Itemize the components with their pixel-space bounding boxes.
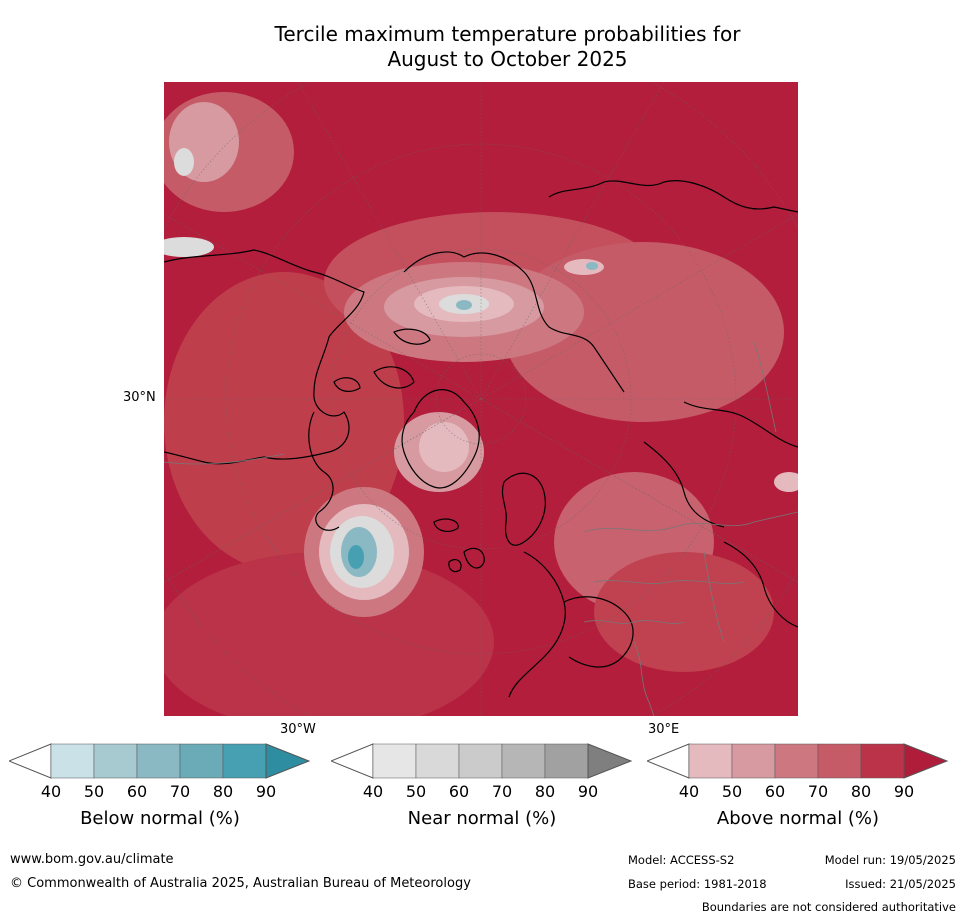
base-period-text: Base period: 1981-2018 [628,877,767,891]
tick-label: 40 [678,782,700,801]
cb2-seg [458,743,503,779]
copyright-text: © Commonwealth of Australia 2025, Austra… [10,876,471,891]
cb1-seg [50,743,95,779]
cb2-seg [372,743,417,779]
cb1-low-arrow [9,743,52,779]
zone-above-70-se [594,552,774,672]
zone-above-40-asia [564,259,604,275]
colorbar-near-title: Near normal (%) [407,808,557,829]
issued-text: Issued: 21/05/2025 [845,877,956,891]
cb2-low-arrow [331,743,374,779]
tick-label: 50 [405,782,427,801]
cb3-seg [731,743,776,779]
colorbar-near-normal [331,742,633,780]
tick-label: 60 [126,782,148,801]
country-borders [164,341,798,716]
cb3-seg [860,743,905,779]
cb1-seg [179,743,224,779]
cb2-seg [501,743,546,779]
colorbar-above-normal [647,742,949,780]
cb2-high-arrow [587,743,633,779]
zone-near-west [164,237,214,257]
lon-label-30e: 30°E [648,722,680,737]
title-line-2: August to October 2025 [387,47,628,71]
tick-label: 60 [764,782,786,801]
tick-label: 90 [255,782,277,801]
tick-label: 50 [83,782,105,801]
zone-above-80-sw [164,552,494,716]
cb3-low-arrow [647,743,690,779]
tick-label: 70 [491,782,513,801]
tick-label: 70 [169,782,191,801]
colorbar-below-title: Below normal (%) [80,808,240,829]
probability-map [164,82,798,716]
tick-label: 80 [534,782,556,801]
colorbar-above-title: Above normal (%) [716,808,880,829]
disclaimer-text: Boundaries are not considered authoritat… [701,900,956,914]
cb2-seg [415,743,460,779]
cb3-seg [688,743,733,779]
zone-near-east [774,472,798,492]
tick-label: 90 [577,782,599,801]
tick-label: 50 [721,782,743,801]
lat-label-30n: 30°N [123,390,156,405]
tick-label: 90 [893,782,915,801]
cb1-seg [93,743,138,779]
tick-label: 40 [362,782,384,801]
zone-near-topleft [174,148,194,176]
model-text: Model: ACCESS-S2 [628,853,735,867]
map-title: Tercile maximum temperature probabilitie… [160,22,855,72]
tick-label: 80 [850,782,872,801]
lon-label-30w: 30°W [280,722,316,737]
cb1-seg [222,743,267,779]
website-link[interactable]: www.bom.gov.au/climate [10,852,174,867]
zone-below-arctic [456,300,472,310]
tick-label: 70 [807,782,829,801]
cb3-high-arrow [903,743,949,779]
title-line-1: Tercile maximum temperature probabilitie… [274,22,741,46]
zone-below-80-labrador [348,545,364,569]
cb3-seg [774,743,819,779]
cb3-seg [817,743,862,779]
tick-label: 40 [40,782,62,801]
cb1-seg [136,743,181,779]
tick-label: 60 [448,782,470,801]
graticule [164,82,798,716]
model-run-text: Model run: 19/05/2025 [824,853,956,867]
cb1-high-arrow [265,743,311,779]
zone-below-asia [586,262,598,270]
zone-above-60-asia [504,242,784,422]
colorbar-below-normal [9,742,311,780]
tick-label: 80 [212,782,234,801]
cb2-seg [544,743,589,779]
zone-above-40-greenland [419,422,469,472]
